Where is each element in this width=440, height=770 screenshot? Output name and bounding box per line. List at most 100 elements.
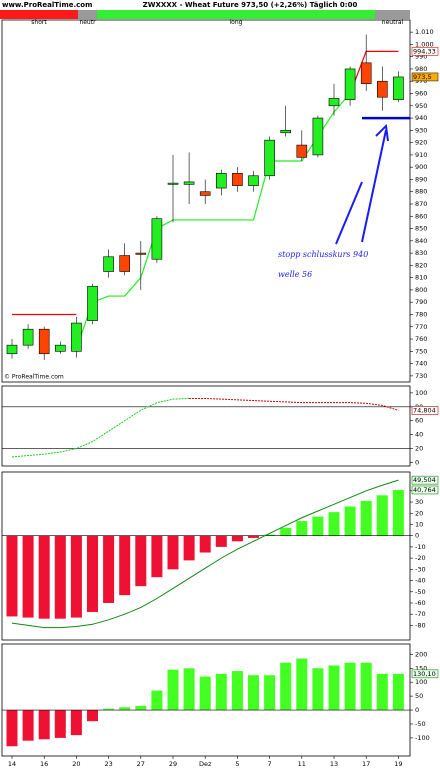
candle-body <box>216 173 227 189</box>
site: www.ProRealTime.com <box>2 1 92 9</box>
bar <box>376 495 388 536</box>
bar <box>360 662 372 711</box>
bar <box>38 535 50 619</box>
bar <box>296 658 308 711</box>
y-tick-label: 50 <box>415 692 423 700</box>
regime-label: long <box>230 19 243 26</box>
bar <box>54 710 66 738</box>
y-tick-label: 730 <box>415 372 427 380</box>
y-tick-label: 30 <box>415 498 423 506</box>
bar <box>22 535 34 618</box>
x-tick-label: 5 <box>235 760 239 768</box>
x-tick-label: 19 <box>394 760 402 768</box>
candle-body <box>393 76 404 100</box>
bar <box>70 710 82 736</box>
y-tick-label: 940 <box>415 114 427 122</box>
bar <box>183 668 195 711</box>
bar <box>38 710 50 740</box>
bar <box>215 535 227 547</box>
y-tick-label: 10 <box>415 520 423 528</box>
candle-body <box>312 117 324 156</box>
bar <box>248 535 259 538</box>
y-tick-label: -60 <box>415 599 426 607</box>
bar <box>167 535 179 570</box>
candle-body <box>87 285 98 321</box>
bar <box>231 535 243 542</box>
bar <box>103 708 115 711</box>
y-tick-label: 890 <box>415 175 427 183</box>
annotation: stopp schlusskurs 940 <box>278 250 368 259</box>
bar <box>392 673 404 711</box>
bar <box>119 535 131 596</box>
regime-label: neutr <box>79 19 96 26</box>
regime <box>78 10 97 19</box>
bar <box>312 668 324 711</box>
candle-body <box>71 322 82 352</box>
candle-body <box>280 130 292 134</box>
bar <box>119 707 131 711</box>
candle-body <box>22 328 34 346</box>
candle-body <box>183 181 195 185</box>
bar <box>328 512 340 536</box>
y-tick-label: 780 <box>415 310 427 318</box>
y-tick-label: 830 <box>415 249 427 257</box>
arrow <box>335 181 363 245</box>
y-tick-label: 760 <box>415 335 427 343</box>
candle-body <box>6 344 18 355</box>
bar <box>215 673 227 711</box>
candle-body <box>103 256 114 272</box>
arrow-head <box>375 123 389 142</box>
x-tick-label: 11 <box>298 760 306 768</box>
panel-frame <box>1 19 411 383</box>
candle-body <box>232 173 243 186</box>
y-tick-label: 860 <box>415 212 427 220</box>
bar <box>296 521 308 536</box>
chart-title: ZWXXXX - Wheat Future 973,50 (+2,26%) Tä… <box>143 1 358 9</box>
y-tick-label: 810 <box>415 274 427 282</box>
watermark: © ProRealTime.com <box>4 374 64 381</box>
candle-body <box>360 62 372 84</box>
value-label: 40,764 <box>413 486 436 494</box>
oscillator-line <box>11 397 190 458</box>
value-label-box <box>411 475 439 485</box>
value-label-box <box>411 72 439 82</box>
bar <box>344 662 356 711</box>
candle-body <box>296 144 308 158</box>
y-tick-label: 820 <box>415 261 427 269</box>
bar <box>280 662 292 711</box>
y-tick-label: 20 <box>415 509 423 517</box>
y-tick-label: -100 <box>415 734 430 742</box>
y-tick-label: 20 <box>415 445 423 453</box>
bar <box>312 516 324 536</box>
candle-body <box>199 191 211 196</box>
y-tick-label: 60 <box>415 417 423 425</box>
y-tick-label: 790 <box>415 298 427 306</box>
x-tick-label: 17 <box>362 760 370 768</box>
y-tick-label: 850 <box>415 225 427 233</box>
value-label: 973,5 <box>413 73 432 81</box>
y-tick-label: 870 <box>415 200 427 208</box>
value-label: 994,33 <box>413 47 436 55</box>
bar <box>264 534 276 536</box>
y-tick-label: 910 <box>415 151 427 159</box>
y-tick-label: 960 <box>415 90 427 98</box>
y-tick-label: 840 <box>415 237 427 245</box>
y-tick-label: 1.010 <box>415 28 434 36</box>
bar <box>344 506 356 536</box>
bar <box>135 705 147 711</box>
candle-body <box>264 139 275 177</box>
y-tick-label: 0 <box>415 459 419 467</box>
candle-body <box>328 98 340 107</box>
bar <box>135 535 147 587</box>
bar <box>6 535 18 617</box>
annotation: welle 56 <box>278 270 312 279</box>
bar <box>6 710 18 747</box>
bar <box>87 710 98 722</box>
y-tick-label: 990 <box>415 53 427 61</box>
bar <box>103 535 115 603</box>
bar <box>248 675 259 711</box>
candle-body <box>167 182 179 185</box>
candle-body <box>38 328 50 355</box>
value-label-box <box>411 47 439 56</box>
stop-line <box>349 50 399 94</box>
